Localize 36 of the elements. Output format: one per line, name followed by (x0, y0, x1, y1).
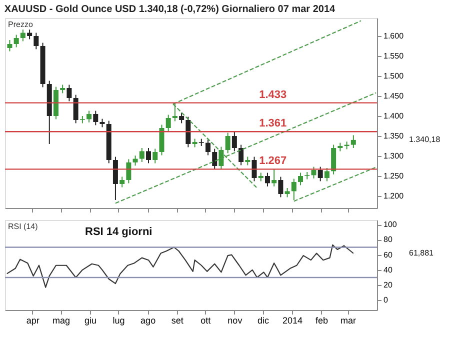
x-tick-label: lug (112, 316, 125, 326)
x-tick-label: ott (200, 316, 212, 326)
y-tick-label: 1.450 (384, 92, 404, 100)
y-tick-label: 1.250 (384, 172, 404, 180)
y-tick-label: 1.550 (384, 52, 404, 60)
y-tick-label: 1.400 (384, 112, 404, 120)
text: 61,881 (409, 248, 434, 258)
x-tick-label: mar (340, 316, 356, 326)
x-tick-label: feb (316, 316, 328, 326)
y-tick-label: 1.500 (384, 72, 404, 80)
x-tick-label: giu (84, 316, 96, 326)
x-tick-label: nov (228, 316, 243, 326)
chart-title: XAUUSD - Gold Ounce USD 1.340,18 (-0,72%) Giornaliero 07 mar 2014 (4, 4, 336, 15)
x-tick-label: ago (140, 316, 156, 326)
y-tick-label: 80 (384, 235, 393, 244)
ref-line-label: 1.361 (259, 118, 287, 130)
y-tick-label: 100 (384, 220, 398, 230)
x-tick-label: mag (52, 316, 70, 326)
x-tick-label: 2014 (282, 316, 303, 326)
text: 1.340,18 (409, 134, 441, 144)
y-tick-label: 0 (384, 296, 388, 305)
y-tick-label: 1.350 (384, 132, 404, 140)
x-tick-label: apr (26, 316, 40, 326)
y-tick-label: 1.600 (384, 32, 404, 40)
ref-line-label: 1.267 (259, 155, 287, 168)
annotation: RSI (14) (8, 222, 38, 231)
y-tick-label: 60 (384, 250, 393, 260)
y-tick-label: 1.300 (384, 152, 404, 160)
annotation: RSI 14 giorni (85, 226, 152, 238)
x-tick-label: dic (258, 316, 270, 326)
y-tick-label: 20 (384, 280, 393, 290)
y-tick-label: 1.200 (384, 192, 404, 200)
ref-line-label: 1.433 (259, 88, 287, 101)
y-tick-label: 40 (384, 265, 393, 274)
annotation: Prezzo (8, 20, 34, 29)
x-tick-label: set (171, 316, 184, 326)
